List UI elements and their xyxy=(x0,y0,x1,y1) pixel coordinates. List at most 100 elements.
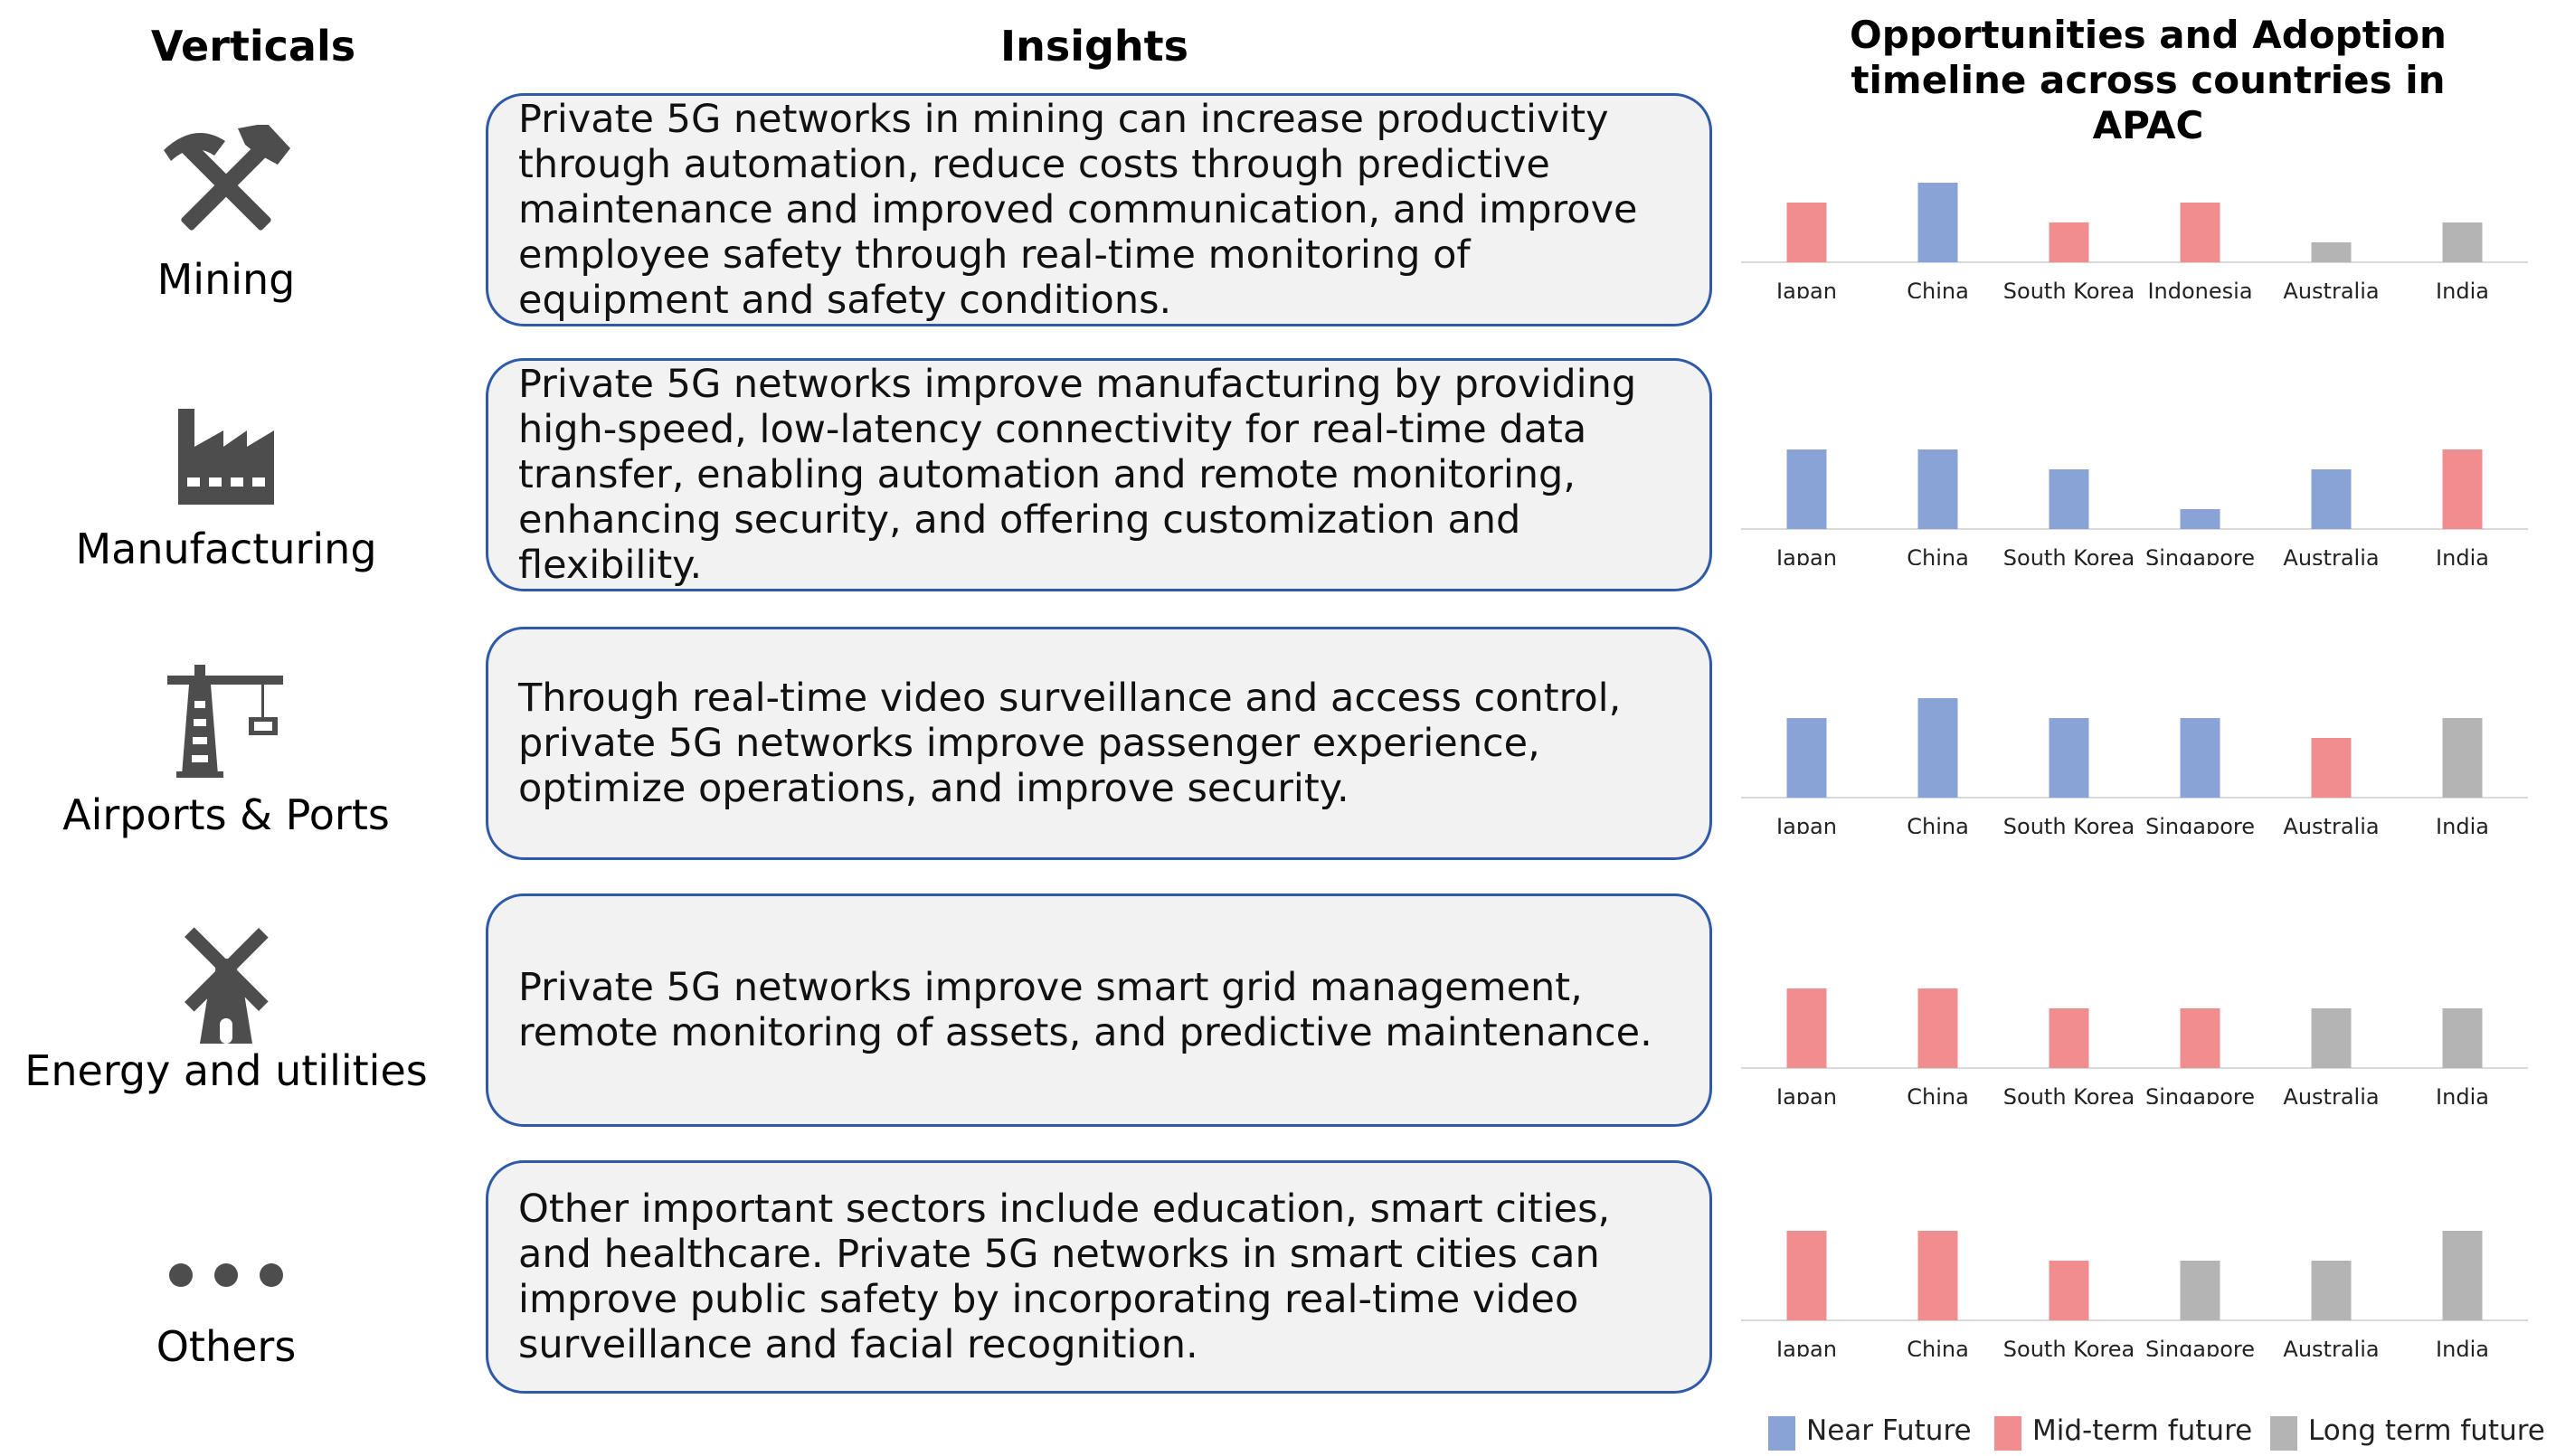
legend-swatch xyxy=(1768,1416,1795,1451)
tick-label: China xyxy=(1907,1337,1969,1357)
vertical-airports-ports: Airports & Ports xyxy=(18,665,434,839)
tick-label: Japan xyxy=(1775,1084,1837,1104)
tick-label: Japan xyxy=(1775,1337,1837,1357)
tick-label: Singapore xyxy=(2145,545,2255,565)
vertical-mining: Mining xyxy=(18,125,434,304)
bar-south-korea xyxy=(2049,469,2089,529)
insights-header: Insights xyxy=(999,22,1189,71)
bar-australia xyxy=(2311,469,2352,529)
bar-australia xyxy=(2311,738,2352,798)
tick-label: Japan xyxy=(1775,545,1837,565)
verticals-header: Verticals xyxy=(150,22,356,71)
bar-chart-svg: Japan China South Korea Singapore Australia I… xyxy=(1741,449,2528,565)
tick-label: India xyxy=(2436,1084,2489,1104)
bar-chart-svg: Japan China South Korea Singapore Australia I… xyxy=(1741,988,2528,1104)
tick-label: Australia xyxy=(2283,1084,2379,1104)
tick-label: Australia xyxy=(2283,1337,2379,1357)
crane-icon xyxy=(167,665,283,778)
bar-china xyxy=(1917,698,1958,798)
legend-label: Long term future xyxy=(2308,1414,2545,1447)
tick-label: Japan xyxy=(1775,814,1837,834)
ellipsis-icon xyxy=(169,1263,283,1287)
bar-japan xyxy=(1786,718,1827,798)
vertical-others: Others xyxy=(18,1262,434,1371)
chart-header: Opportunities and Adoption timeline acro… xyxy=(1791,13,2505,148)
bar-india xyxy=(2442,222,2483,262)
bar-chart-svg: Japan China South Korea Indonesia Australia I… xyxy=(1741,183,2528,298)
insight-text: Through real-time video surveillance and… xyxy=(518,676,1622,811)
tick-label: India xyxy=(2436,1337,2489,1357)
tick-label: Australia xyxy=(2283,279,2379,298)
insight-text: Private 5G networks improve manufacturin… xyxy=(518,362,1637,588)
tick-label: China xyxy=(1907,1084,1969,1104)
legend-swatch xyxy=(2270,1416,2297,1451)
bar-australia xyxy=(2311,242,2352,262)
vertical-label: Energy and utilities xyxy=(24,1046,428,1095)
insight-text: Private 5G networks improve smart grid m… xyxy=(518,965,1652,1055)
tick-label: Australia xyxy=(2283,545,2379,565)
insight-text: Other important sectors include educatio… xyxy=(518,1187,1611,1367)
windmill-icon xyxy=(184,927,269,1044)
vertical-label: Mining xyxy=(156,255,296,304)
bar-japan xyxy=(1786,1231,1827,1320)
adoption-chart-manufacturing: Japan China South Korea Singapore Australia I… xyxy=(1741,375,2528,565)
bar-japan xyxy=(1786,203,1827,262)
tick-label: South Korea xyxy=(2003,545,2135,565)
bar-south-korea xyxy=(2049,222,2089,262)
insight-box-mining: Private 5G networks in mining can increa… xyxy=(486,93,1712,326)
tick-label: Indonesia xyxy=(2147,279,2252,298)
tick-label: Japan xyxy=(1775,279,1837,298)
bar-australia xyxy=(2311,1008,2352,1068)
tick-label: China xyxy=(1907,545,1969,565)
tick-label: South Korea xyxy=(2003,1084,2135,1104)
vertical-manufacturing: Manufacturing xyxy=(18,407,434,573)
bar-china xyxy=(1917,988,1958,1068)
tick-label: India xyxy=(2436,545,2489,565)
adoption-chart-energy-utilities: Japan China South Korea Singapore Australia I… xyxy=(1741,914,2528,1104)
bar-japan xyxy=(1786,449,1827,529)
tick-label: Singapore xyxy=(2145,1084,2255,1104)
tick-label: China xyxy=(1907,814,1969,834)
insight-box-others: Other important sectors include educatio… xyxy=(486,1160,1712,1394)
chart-header-line1: Opportunities and Adoption xyxy=(1850,13,2447,57)
legend-swatch xyxy=(1994,1416,2021,1451)
legend-label: Mid-term future xyxy=(2032,1414,2253,1447)
insight-box-manufacturing: Private 5G networks improve manufacturin… xyxy=(486,358,1712,591)
bar-australia xyxy=(2311,1261,2352,1320)
adoption-chart-airports-ports: Japan China South Korea Singapore Australia I… xyxy=(1741,644,2528,834)
adoption-chart-others: Japan China South Korea Singapore Australia I… xyxy=(1741,1167,2528,1357)
bar-chart-svg: Japan China South Korea Singapore Australia I… xyxy=(1741,1231,2528,1357)
vertical-label: Manufacturing xyxy=(75,525,377,573)
tick-label: South Korea xyxy=(2003,279,2135,298)
insight-text: Private 5G networks in mining can increa… xyxy=(518,97,1638,323)
pickaxe-hammer-icon xyxy=(164,125,290,231)
legend-label: Near Future xyxy=(1806,1414,1972,1447)
factory-icon xyxy=(178,409,274,505)
tick-label: Singapore xyxy=(2145,1337,2255,1357)
bar-india xyxy=(2442,1231,2483,1320)
vertical-label: Airports & Ports xyxy=(62,790,390,839)
vertical-energy-utilities: Energy and utilities xyxy=(18,924,434,1095)
insight-box-airports-ports: Through real-time video surveillance and… xyxy=(486,627,1712,860)
tick-label: Australia xyxy=(2283,814,2379,834)
tick-label: India xyxy=(2436,279,2489,298)
bar-china xyxy=(1917,449,1958,529)
bar-india xyxy=(2442,1008,2483,1068)
adoption-chart-mining: Japan China South Korea Indonesia Australia I… xyxy=(1741,109,2528,298)
tick-label: South Korea xyxy=(2003,814,2135,834)
bar-singapore xyxy=(2180,718,2220,798)
bar-singapore xyxy=(2180,1261,2220,1320)
tick-label: India xyxy=(2436,814,2489,834)
bar-singapore xyxy=(2180,509,2220,529)
bar-south-korea xyxy=(2049,718,2089,798)
bar-south-korea xyxy=(2049,1008,2089,1068)
bar-south-korea xyxy=(2049,1261,2089,1320)
bar-china xyxy=(1917,1231,1958,1320)
bar-chart-svg: Japan China South Korea Singapore Australia I… xyxy=(1741,698,2528,834)
chart-header-line2: timeline across countries in APAC xyxy=(1851,58,2446,147)
tick-label: South Korea xyxy=(2003,1337,2135,1357)
insight-box-energy-utilities: Private 5G networks improve smart grid m… xyxy=(486,893,1712,1127)
bar-china xyxy=(1917,183,1958,262)
bar-japan xyxy=(1786,988,1827,1068)
bar-singapore xyxy=(2180,1008,2220,1068)
